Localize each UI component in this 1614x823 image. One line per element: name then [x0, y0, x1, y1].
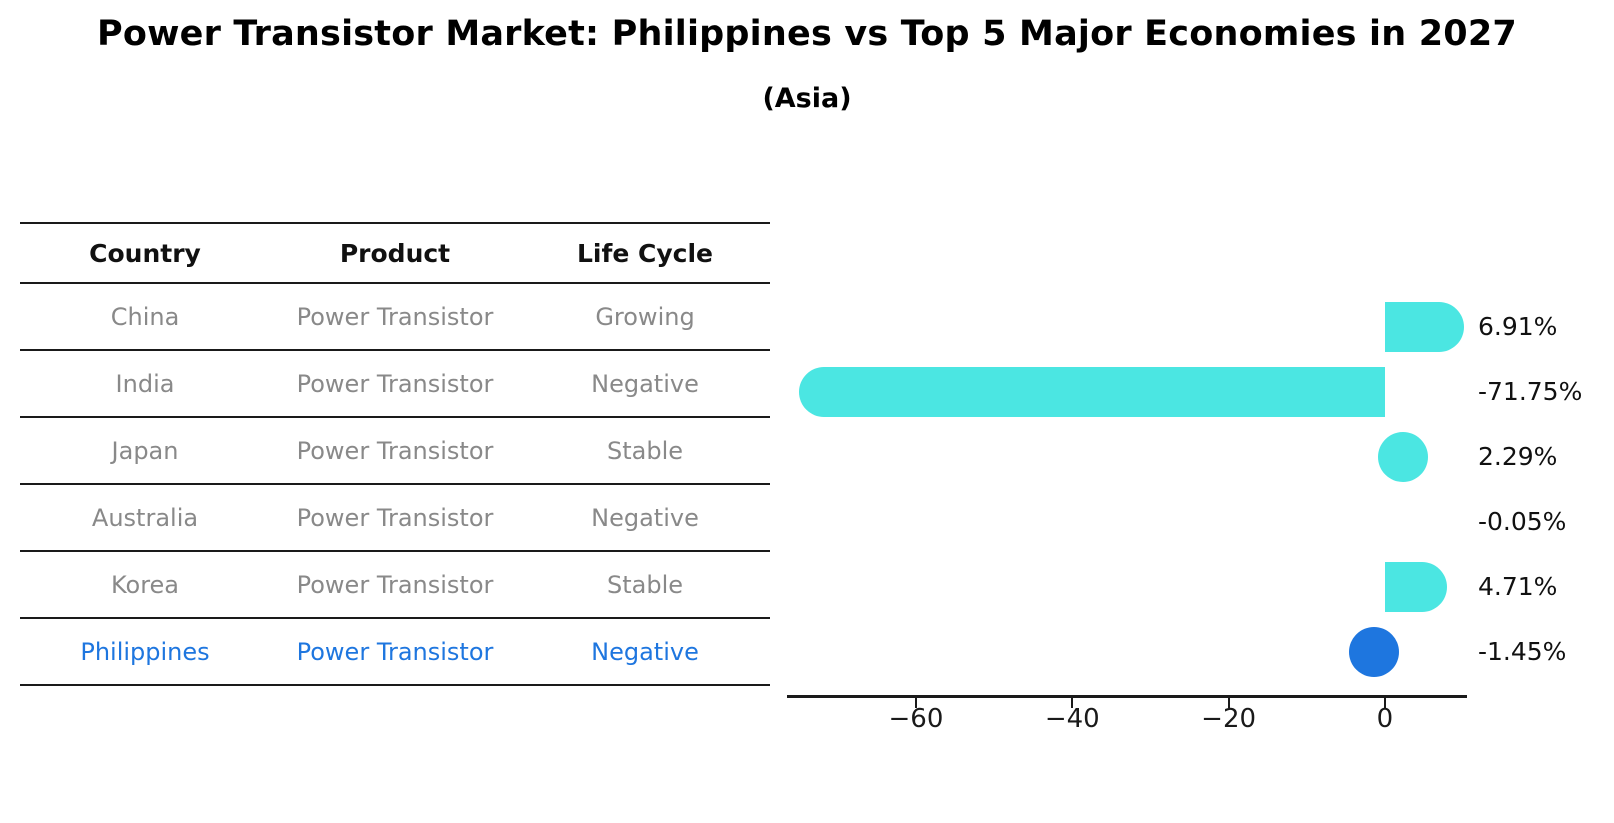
- bar-philippines: [1348, 627, 1399, 677]
- table-cell-country: China: [20, 283, 270, 351]
- table-row-japan: Japan Power Transistor Stable: [20, 417, 770, 485]
- table-cell-life-cycle: Growing: [520, 283, 770, 351]
- table-row-korea: Korea Power Transistor Stable: [20, 551, 770, 619]
- table-row-india: India Power Transistor Negative: [20, 350, 770, 418]
- table-cell-product: Power Transistor: [270, 417, 520, 485]
- chart-subtitle: (Asia): [762, 83, 852, 114]
- table-cell-product: Power Transistor: [270, 283, 520, 351]
- table-header-row: Country Product Life Cycle: [20, 222, 770, 284]
- bar-japan: [1377, 432, 1428, 482]
- table-cell-life-cycle: Stable: [520, 551, 770, 619]
- table-cell-life-cycle: Negative: [520, 618, 770, 686]
- x-axis-tick-label: 0: [1376, 704, 1394, 734]
- value-label-korea: 4.71%: [1478, 572, 1558, 601]
- x-axis-tick-label: −60: [888, 704, 944, 734]
- x-axis-tick-label: −40: [1044, 704, 1100, 734]
- table-head: Country Product Life Cycle: [20, 222, 770, 284]
- x-axis-tick-label: −20: [1201, 704, 1257, 734]
- x-axis-tick: [1071, 698, 1074, 708]
- x-axis-tick: [1383, 698, 1386, 708]
- table-cell-country: Japan: [20, 417, 270, 485]
- table-cell-life-cycle: Negative: [520, 350, 770, 418]
- x-axis-line: [787, 695, 1467, 698]
- country-table: Country Product Life Cycle China Power Tran…: [20, 222, 770, 686]
- value-label-china: 6.91%: [1478, 312, 1558, 341]
- table-cell-product: Power Transistor: [270, 551, 520, 619]
- table-header-life-cycle: Life Cycle: [520, 222, 770, 284]
- value-label-india: -71.75%: [1478, 377, 1583, 406]
- table-cell-country: Australia: [20, 484, 270, 552]
- table-header-product: Product: [270, 222, 520, 284]
- value-label-australia: -0.05%: [1478, 507, 1567, 536]
- table-body: China Power Transistor Growing India Power T…: [20, 283, 770, 686]
- table-cell-country: Philippines: [20, 618, 270, 686]
- table-row-philippines: Philippines Power Transistor Negative: [20, 618, 770, 686]
- bar-china: [1384, 302, 1464, 352]
- table-cell-product: Power Transistor: [270, 618, 520, 686]
- bar-korea: [1384, 562, 1447, 612]
- value-label-japan: 2.29%: [1478, 442, 1558, 471]
- table-row-china: China Power Transistor Growing: [20, 283, 770, 351]
- chart-title: Power Transistor Market: Philippines vs …: [97, 14, 1517, 54]
- table-header-country: Country: [20, 222, 270, 284]
- table-cell-country: Korea: [20, 551, 270, 619]
- table-cell-product: Power Transistor: [270, 484, 520, 552]
- table-cell-life-cycle: Stable: [520, 417, 770, 485]
- x-axis-tick: [914, 698, 917, 708]
- table-cell-country: India: [20, 350, 270, 418]
- table-cell-life-cycle: Negative: [520, 484, 770, 552]
- table-cell-product: Power Transistor: [270, 350, 520, 418]
- x-axis-tick: [1227, 698, 1230, 708]
- value-label-philippines: -1.45%: [1478, 637, 1567, 666]
- bar-india: [799, 367, 1385, 417]
- table-row-australia: Australia Power Transistor Negative: [20, 484, 770, 552]
